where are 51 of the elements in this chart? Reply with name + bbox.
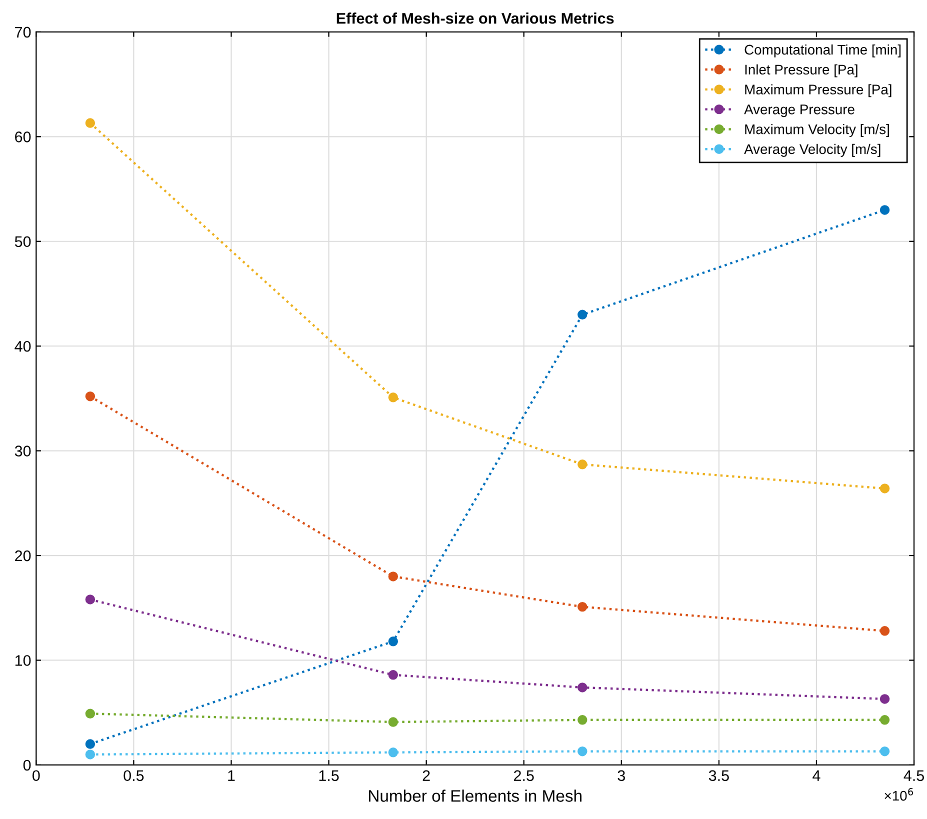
point: [880, 746, 890, 756]
point: [880, 205, 890, 215]
x-tick-label: 4: [812, 770, 820, 781]
legend-label: Maximum Pressure [Pa]: [745, 84, 892, 98]
x-tick-label: 4.5: [904, 770, 924, 782]
x-tick-label: 0: [32, 770, 40, 782]
point: [388, 670, 398, 680]
text: ×10$^{6}$: [884, 788, 914, 801]
point: [578, 460, 588, 470]
point: [388, 748, 398, 758]
x-axis-title: Number of Elements in Mesh: [369, 790, 582, 802]
point: [880, 715, 890, 725]
point: [85, 594, 96, 604]
y-tick-label: 50: [14, 236, 31, 248]
point: [85, 118, 96, 128]
point: [388, 636, 398, 646]
point: [578, 682, 588, 692]
y-tick-label: 10: [15, 655, 31, 666]
point: [85, 739, 96, 749]
x-tick-label: 2.5: [514, 770, 534, 782]
x-tick-label: 2: [422, 770, 430, 781]
y-tick-label: 0: [23, 760, 31, 771]
point: [388, 572, 398, 582]
y-tick-label: 30: [14, 446, 31, 456]
point: [880, 626, 890, 636]
point: [85, 391, 96, 402]
y-tick-label: 70: [15, 26, 31, 38]
point: [388, 717, 398, 727]
legend-label: Computational Time [min]: [744, 44, 901, 58]
x-tick-label: 0.5: [124, 770, 144, 782]
y-tick-label: 60: [15, 132, 31, 142]
point: [578, 602, 588, 612]
x-tick-label: 1.5: [319, 770, 339, 782]
point: [85, 708, 96, 718]
point: [388, 392, 398, 402]
x-tick-label: 3.5: [708, 770, 729, 782]
point: [578, 715, 588, 725]
legend-label: Average Pressure: [744, 104, 854, 118]
x-tick-label: 1: [228, 770, 235, 781]
point: [578, 746, 588, 756]
legend-label: Average Velocity [m/s]: [744, 144, 880, 157]
x-tick-label: 3: [618, 770, 625, 782]
legend-label: Inlet Pressure [Pa]: [745, 64, 858, 78]
point: [578, 310, 588, 320]
point: [880, 694, 890, 704]
legend-label: Maximum Velocity [m/s]: [745, 124, 889, 137]
point: [85, 750, 96, 760]
y-tick-label: 20: [15, 550, 31, 562]
chart-title: Effect of Mesh-size on Various Metrics: [336, 12, 614, 24]
point: [880, 484, 890, 494]
y-tick-label: 40: [14, 340, 31, 352]
